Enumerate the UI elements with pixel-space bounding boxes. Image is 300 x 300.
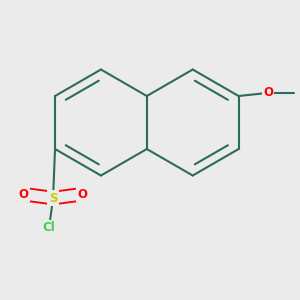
Text: O: O bbox=[19, 188, 28, 201]
Text: O: O bbox=[77, 188, 88, 201]
Text: O: O bbox=[263, 86, 273, 99]
Text: S: S bbox=[49, 192, 57, 205]
Text: Cl: Cl bbox=[43, 221, 56, 234]
